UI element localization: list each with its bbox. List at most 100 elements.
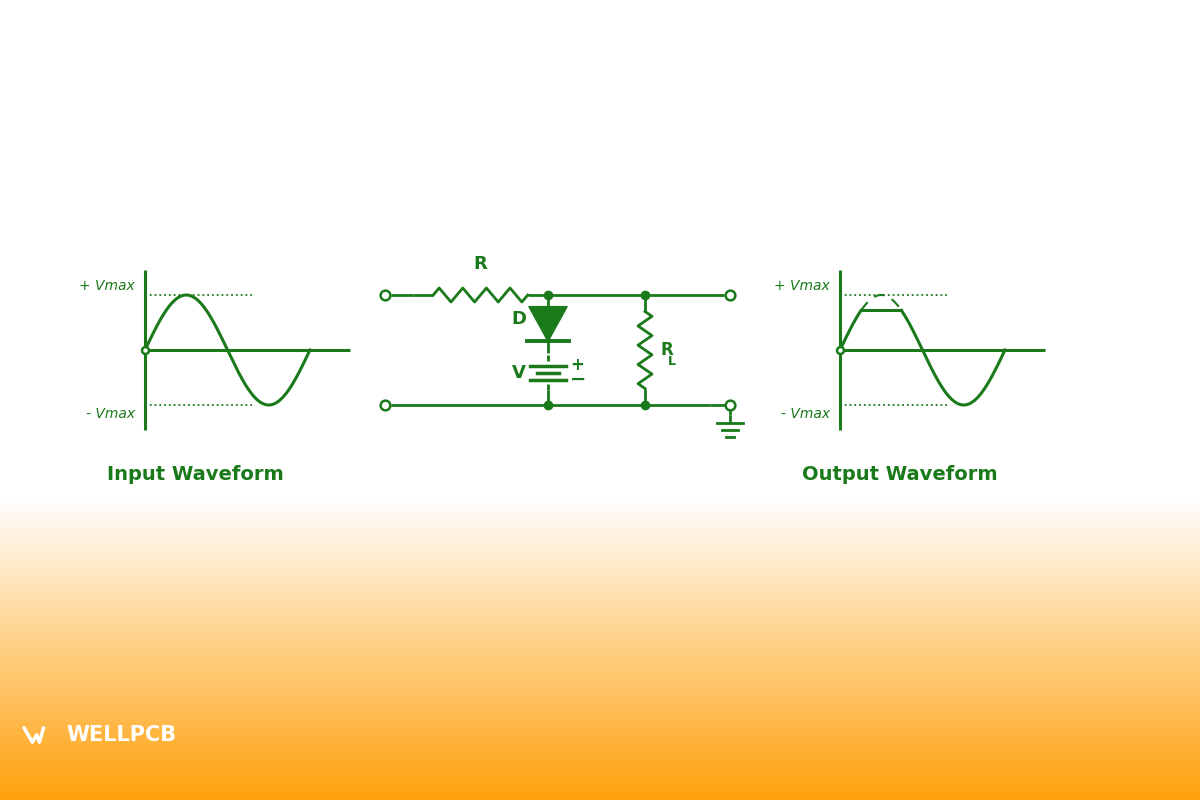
Bar xyxy=(0,276,1200,278)
Bar xyxy=(0,406,1200,408)
Bar xyxy=(0,756,1200,758)
Bar xyxy=(0,418,1200,420)
Bar xyxy=(0,156,1200,158)
Bar xyxy=(0,436,1200,438)
Bar xyxy=(0,530,1200,532)
Text: + Vmax: + Vmax xyxy=(79,279,134,293)
Bar xyxy=(0,542,1200,544)
Bar xyxy=(0,28,1200,30)
Bar xyxy=(0,692,1200,694)
Bar xyxy=(0,272,1200,274)
Bar xyxy=(0,614,1200,616)
Bar xyxy=(0,342,1200,344)
Bar xyxy=(0,642,1200,644)
Bar xyxy=(0,770,1200,772)
Bar xyxy=(0,758,1200,760)
Bar xyxy=(0,234,1200,236)
Bar xyxy=(0,636,1200,638)
Bar xyxy=(0,724,1200,726)
Bar xyxy=(0,554,1200,556)
Bar xyxy=(0,684,1200,686)
Bar xyxy=(0,308,1200,310)
Bar xyxy=(0,206,1200,208)
Bar xyxy=(0,150,1200,152)
Bar xyxy=(0,624,1200,626)
Bar xyxy=(0,442,1200,444)
Bar xyxy=(0,148,1200,150)
Text: + Vmax: + Vmax xyxy=(774,279,830,293)
Bar xyxy=(0,120,1200,122)
Bar xyxy=(0,788,1200,790)
Bar xyxy=(0,466,1200,468)
Bar xyxy=(0,580,1200,582)
Bar xyxy=(0,432,1200,434)
Bar xyxy=(0,458,1200,460)
Bar xyxy=(0,634,1200,636)
Bar xyxy=(0,502,1200,504)
Bar xyxy=(0,456,1200,458)
Bar xyxy=(0,718,1200,720)
Text: Input Waveform: Input Waveform xyxy=(107,465,283,484)
Bar xyxy=(0,536,1200,538)
Bar xyxy=(0,496,1200,498)
Bar xyxy=(0,134,1200,136)
Bar xyxy=(0,186,1200,188)
Bar xyxy=(0,44,1200,46)
Bar xyxy=(0,764,1200,766)
Bar xyxy=(0,322,1200,324)
Bar xyxy=(0,294,1200,296)
Bar xyxy=(0,16,1200,18)
Bar xyxy=(0,736,1200,738)
Bar xyxy=(0,638,1200,640)
Bar xyxy=(0,12,1200,14)
Bar xyxy=(0,666,1200,668)
Bar xyxy=(0,274,1200,276)
Bar xyxy=(0,616,1200,618)
Bar xyxy=(0,462,1200,464)
Bar xyxy=(0,340,1200,342)
Bar xyxy=(0,726,1200,728)
Bar xyxy=(0,100,1200,102)
Bar xyxy=(0,712,1200,714)
Bar xyxy=(0,506,1200,508)
Bar xyxy=(0,534,1200,536)
Bar xyxy=(18,717,58,753)
Bar xyxy=(0,480,1200,482)
Bar xyxy=(0,58,1200,60)
Bar xyxy=(0,118,1200,120)
Bar xyxy=(0,730,1200,732)
Bar xyxy=(0,768,1200,770)
Bar xyxy=(0,354,1200,356)
Bar xyxy=(0,640,1200,642)
Bar xyxy=(0,292,1200,294)
Bar xyxy=(0,552,1200,554)
Bar xyxy=(0,104,1200,106)
Bar xyxy=(0,158,1200,160)
Bar xyxy=(0,668,1200,670)
Bar xyxy=(0,584,1200,586)
Bar xyxy=(0,630,1200,632)
Bar xyxy=(0,76,1200,78)
Bar xyxy=(0,700,1200,702)
Bar xyxy=(0,198,1200,200)
Bar xyxy=(0,606,1200,608)
Bar xyxy=(0,446,1200,448)
Bar xyxy=(0,778,1200,780)
Bar xyxy=(0,688,1200,690)
Bar xyxy=(0,774,1200,776)
Bar xyxy=(0,650,1200,652)
Bar xyxy=(0,708,1200,710)
Bar xyxy=(0,490,1200,492)
Bar xyxy=(0,384,1200,386)
Bar xyxy=(0,160,1200,162)
Bar xyxy=(0,520,1200,522)
Bar xyxy=(0,344,1200,346)
Bar xyxy=(0,112,1200,114)
Bar xyxy=(0,298,1200,300)
Bar xyxy=(0,690,1200,692)
Bar xyxy=(0,644,1200,646)
Bar xyxy=(0,482,1200,484)
Bar xyxy=(0,622,1200,624)
Bar xyxy=(0,792,1200,794)
Bar xyxy=(0,454,1200,456)
